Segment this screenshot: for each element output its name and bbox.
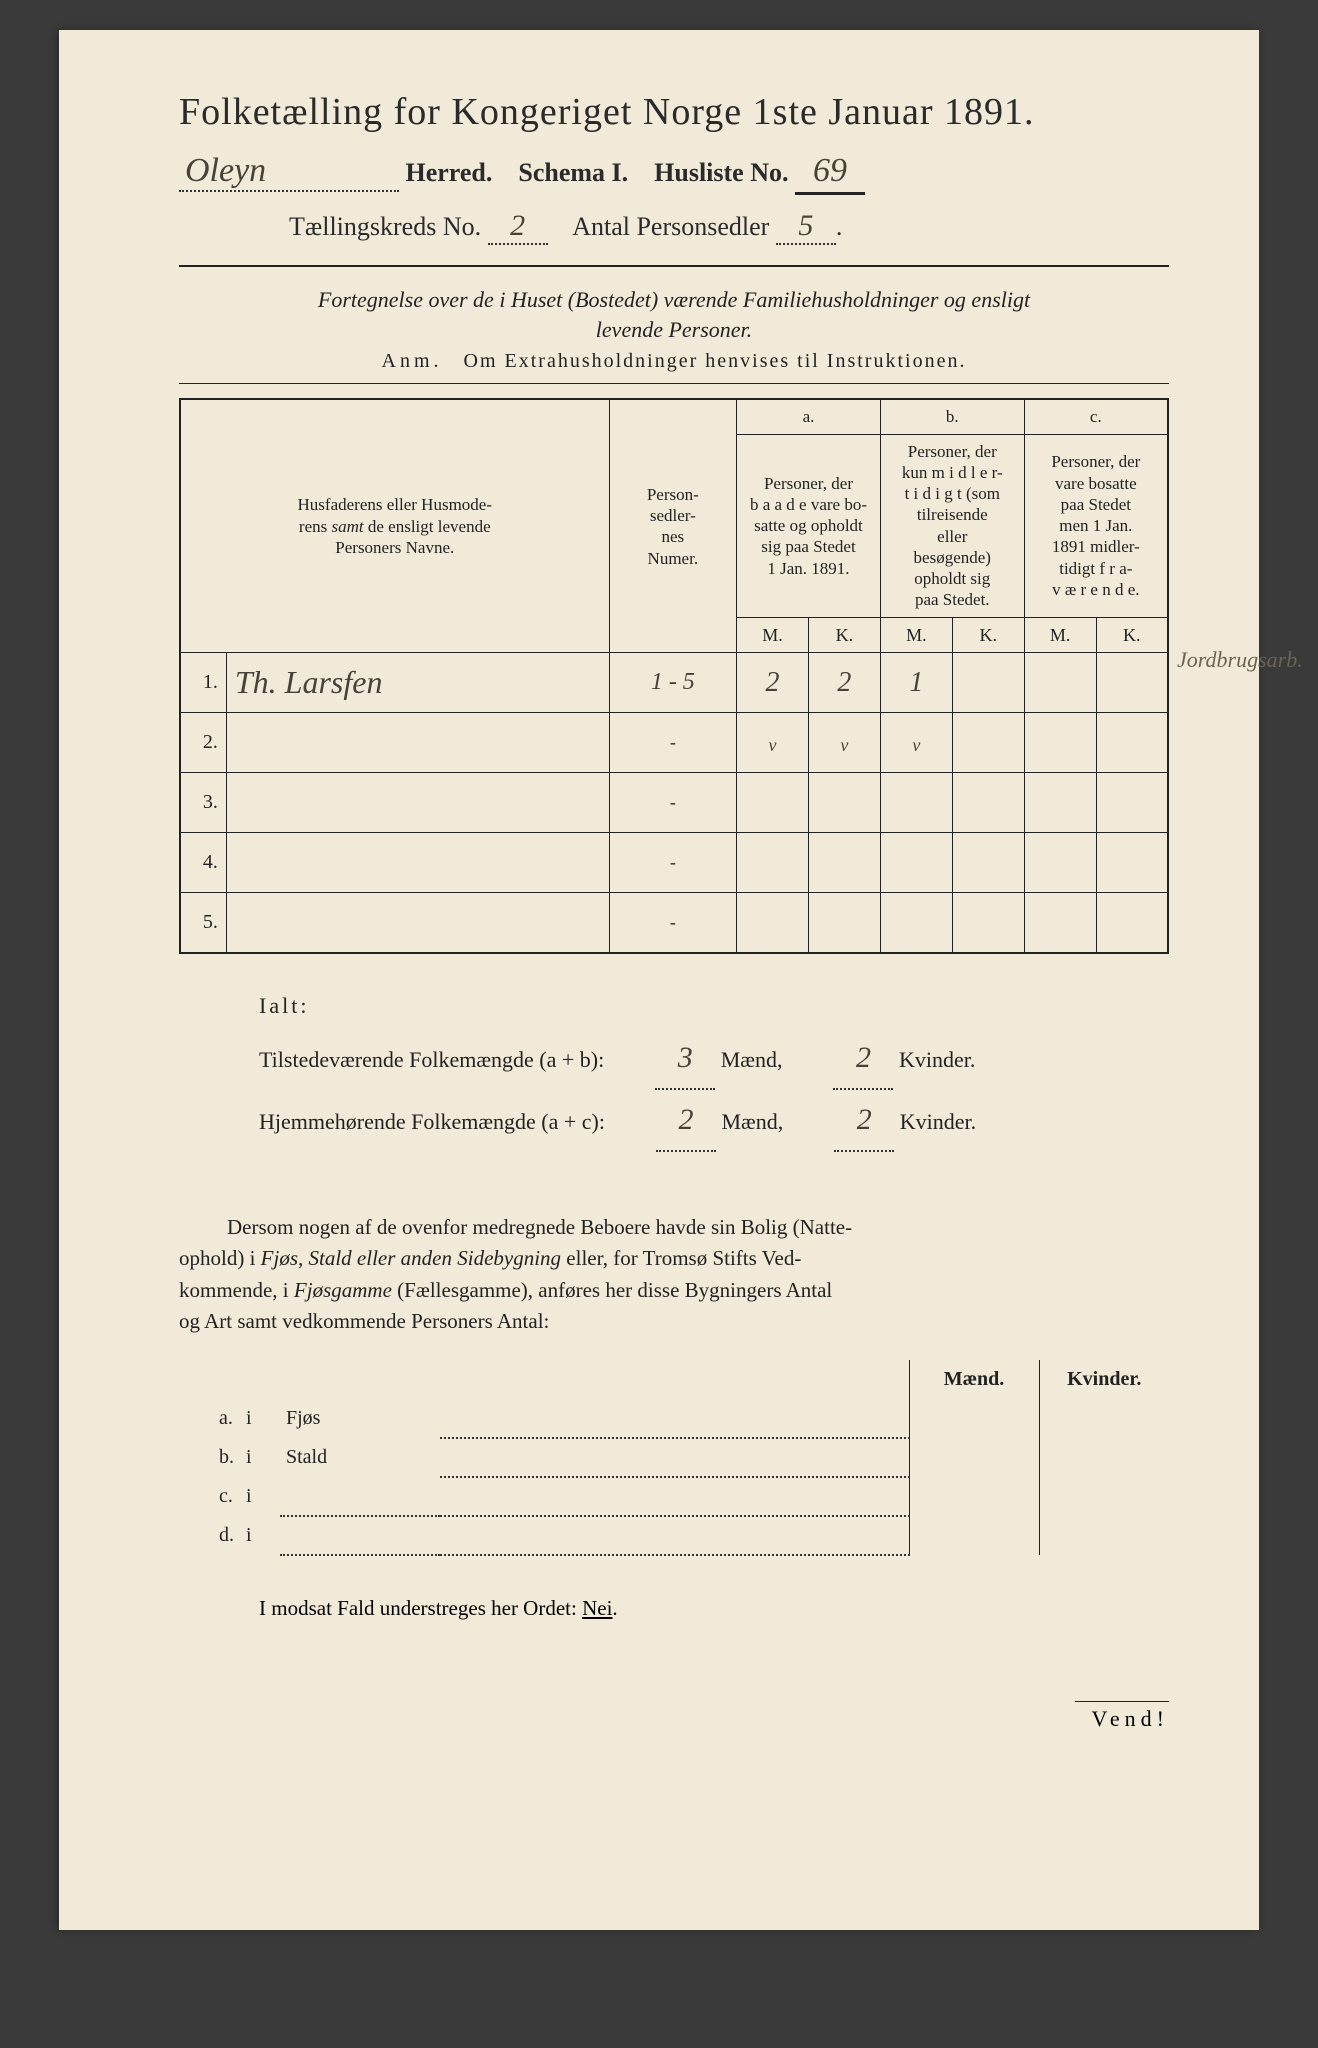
- side-bld: Stald: [280, 1438, 440, 1477]
- col-c-label: c.: [1024, 399, 1168, 434]
- herred-value: Oleyn: [179, 152, 399, 192]
- vend-label: Vend!: [1075, 1701, 1169, 1732]
- tilstede-m: 3: [655, 1028, 715, 1090]
- divider: [179, 265, 1169, 267]
- col-a-text: Personer, derb a a d e vare bo-satte og …: [737, 434, 881, 617]
- col-a-k: K.: [808, 617, 880, 653]
- table-row: 4. -: [180, 833, 1168, 893]
- check-mark: v: [840, 735, 848, 755]
- side-i: i: [240, 1399, 280, 1438]
- schema-label: Schema I.: [518, 158, 628, 187]
- header-line-3: Tællingskreds No. 2 Antal Personsedler 5…: [179, 209, 1169, 245]
- herred-label: Herred.: [406, 158, 493, 187]
- cell-a-k: 2: [837, 667, 851, 698]
- main-table: Husfaderens eller Husmode-rens samt de e…: [179, 398, 1169, 953]
- row-num: 1.: [180, 653, 226, 713]
- row-num: 2.: [180, 713, 226, 773]
- subtitle: Fortegnelse over de i Huset (Bostedet) v…: [179, 285, 1169, 344]
- side-i: i: [240, 1516, 280, 1555]
- side-i: i: [240, 1438, 280, 1477]
- row-num: 3.: [180, 773, 226, 833]
- side-i: i: [240, 1477, 280, 1516]
- col-head-psn: Person-sedler-nesNumer.: [609, 399, 737, 652]
- cell-a-m: 2: [766, 667, 780, 698]
- side-table: Mænd. Kvinder. a. i Fjøs b. i Stald c. i…: [179, 1360, 1169, 1556]
- totals-block: Ialt: Tilstedeværende Folkemængde (a + b…: [259, 984, 1169, 1152]
- table-row: 5. -: [180, 893, 1168, 953]
- antal-label: Antal Personsedler: [572, 212, 769, 241]
- anm-text: Om Extrahusholdninger henvises til Instr…: [464, 350, 967, 372]
- row-psn: -: [609, 893, 737, 953]
- kvinder-label: Kvinder.: [899, 1047, 975, 1072]
- tilstede-label: Tilstedeværende Folkemængde (a + b):: [259, 1047, 604, 1072]
- anm-prefix: Anm.: [382, 350, 443, 372]
- hjemme-label: Hjemmehørende Folkemængde (a + c):: [259, 1109, 605, 1134]
- side-maend: Mænd.: [909, 1360, 1039, 1399]
- col-c-m: M.: [1024, 617, 1096, 653]
- kvinder-label: Kvinder.: [900, 1109, 976, 1134]
- row-psn: -: [609, 773, 737, 833]
- maend-label: Mænd,: [721, 1109, 783, 1134]
- side-bld: Fjøs: [280, 1399, 440, 1438]
- col-c-k: K.: [1096, 617, 1168, 653]
- check-mark: v: [912, 735, 920, 755]
- check-mark: v: [769, 735, 777, 755]
- side-kvinder: Kvinder.: [1039, 1360, 1169, 1399]
- page-title: Folketælling for Kongeriget Norge 1ste J…: [179, 90, 1169, 134]
- kreds-no: 2: [488, 209, 548, 245]
- col-a-m: M.: [737, 617, 809, 653]
- side-row: b. i Stald: [179, 1438, 1169, 1477]
- hjemme-m: 2: [656, 1090, 716, 1152]
- margin-note: Jordbrugsarb.: [1177, 647, 1303, 673]
- husliste-no: 69: [795, 152, 865, 190]
- row-psn: 1 - 5: [651, 669, 695, 695]
- side-lab: a.: [179, 1399, 240, 1438]
- row-psn: -: [609, 713, 737, 773]
- col-b-text: Personer, derkun m i d l e r-t i d i g t…: [880, 434, 1024, 617]
- nei-line: I modsat Fald understreges her Ordet: Ne…: [179, 1596, 1169, 1621]
- side-row: d. i: [179, 1516, 1169, 1555]
- tilstede-k: 2: [833, 1028, 893, 1090]
- table-row: 1. Th. Larsfen 1 - 5 2 2 1 Jordbrugsarb.: [180, 653, 1168, 713]
- col-b-label: b.: [880, 399, 1024, 434]
- husliste-label: Husliste No.: [654, 158, 788, 187]
- table-row: 2. - v v v: [180, 713, 1168, 773]
- antal-value: 5: [776, 209, 836, 245]
- divider-thin: [179, 383, 1169, 384]
- side-row: c. i: [179, 1477, 1169, 1516]
- col-c-text: Personer, dervare bosattepaa Stedetmen 1…: [1024, 434, 1168, 617]
- row-num: 5.: [180, 893, 226, 953]
- census-form-page: Folketælling for Kongeriget Norge 1ste J…: [59, 30, 1259, 1930]
- side-row: a. i Fjøs: [179, 1399, 1169, 1438]
- ialt-label: Ialt:: [259, 993, 309, 1018]
- paragraph: Dersom nogen af de ovenfor medregnede Be…: [179, 1212, 1169, 1338]
- maend-label: Mænd,: [721, 1047, 783, 1072]
- row-name: Th. Larsfen: [235, 664, 383, 700]
- side-lab: b.: [179, 1438, 240, 1477]
- col-head-name: Husfaderens eller Husmode-rens samt de e…: [180, 399, 609, 652]
- row-num: 4.: [180, 833, 226, 893]
- subtitle-line2: levende Personer.: [596, 317, 752, 342]
- header-line-2: Oleyn Herred. Schema I. Husliste No. 69: [179, 152, 1169, 195]
- table-row: 3. -: [180, 773, 1168, 833]
- anm-line: Anm. Om Extrahusholdninger henvises til …: [179, 350, 1169, 373]
- cell-b-m: 1: [909, 667, 923, 698]
- col-a-label: a.: [737, 399, 881, 434]
- hjemme-k: 2: [834, 1090, 894, 1152]
- side-lab: c.: [179, 1477, 240, 1516]
- col-b-k: K.: [952, 617, 1024, 653]
- subtitle-line1: Fortegnelse over de i Huset (Bostedet) v…: [318, 287, 1030, 312]
- row-psn: -: [609, 833, 737, 893]
- kreds-label: Tællingskreds No.: [289, 212, 481, 241]
- side-lab: d.: [179, 1516, 240, 1555]
- col-b-m: M.: [880, 617, 952, 653]
